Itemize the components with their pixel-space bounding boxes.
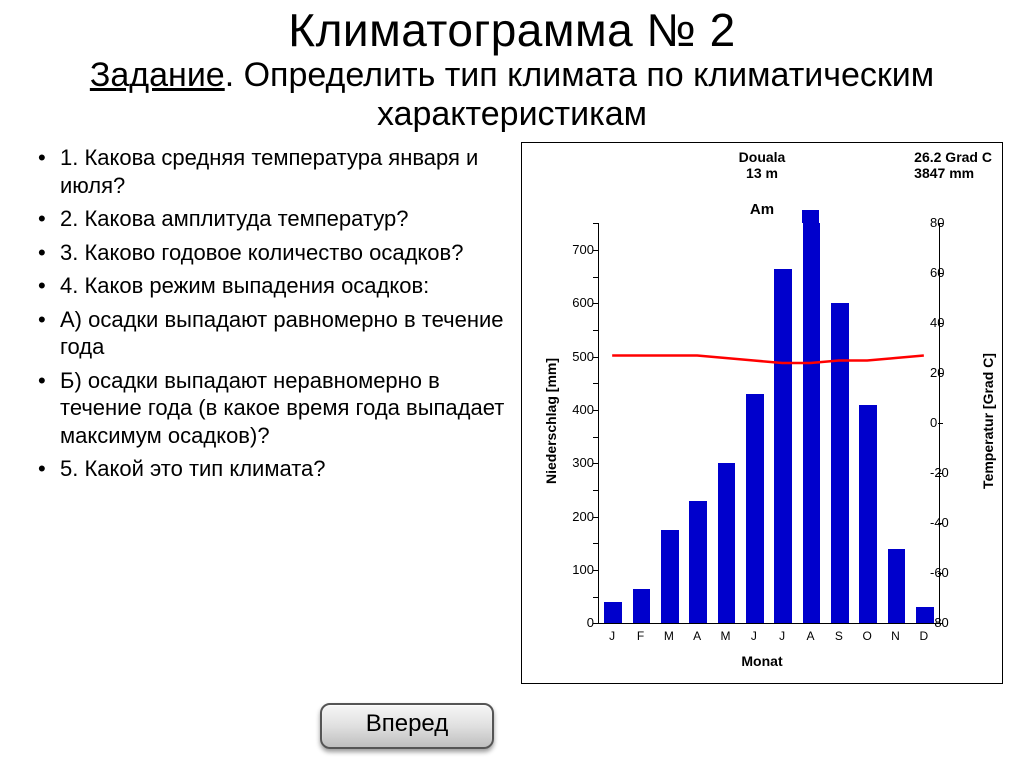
list-item: 3. Каково годовое количество осадков?	[30, 239, 505, 267]
precip-bar	[803, 223, 821, 623]
month-tick: F	[631, 629, 651, 643]
chart-avg-temp: 26.2 Grad C	[914, 149, 992, 165]
chart-annual-precip: 3847 mm	[914, 165, 974, 181]
month-tick: M	[659, 629, 679, 643]
x-axis-label: Monat	[522, 653, 1002, 669]
month-tick: J	[744, 629, 764, 643]
precip-bar	[859, 405, 877, 624]
temp-tick: 0	[930, 415, 960, 430]
precip-tick: 300	[564, 455, 594, 470]
temp-tick: 60	[930, 265, 960, 280]
precip-axis-label: Niederschlag [mm]	[543, 358, 559, 484]
question-list: 1. Какова средняя температура января и и…	[0, 138, 509, 684]
precip-bar	[689, 501, 707, 624]
chart-location: Douala	[739, 149, 786, 165]
chart-header: Douala 13 m 26.2 Grad C 3847 mm	[522, 149, 1002, 181]
precip-tick: 100	[564, 562, 594, 577]
subtitle-rest: . Определить тип климата по климатически…	[225, 56, 934, 133]
precip-bar	[774, 269, 792, 624]
month-tick: M	[716, 629, 736, 643]
temp-tick: -60	[930, 565, 960, 580]
precip-bar	[831, 303, 849, 623]
precip-tick: 0	[564, 615, 594, 630]
precip-bar	[888, 549, 906, 624]
plot-area	[598, 223, 940, 624]
forward-button[interactable]: Вперед	[320, 703, 494, 749]
month-tick: J	[602, 629, 622, 643]
list-item: 5. Какой это тип климата?	[30, 455, 505, 483]
list-item: 4. Каков режим выпадения осадков:	[30, 272, 505, 300]
list-item: 1. Какова средняя температура января и и…	[30, 144, 505, 199]
list-item: 2. Какова амплитуда температур?	[30, 205, 505, 233]
precip-tick: 400	[564, 402, 594, 417]
task-word: Задание	[90, 56, 225, 94]
precip-bar	[718, 463, 736, 623]
temp-tick: -40	[930, 515, 960, 530]
precip-bar	[746, 394, 764, 623]
precip-tick: 700	[564, 242, 594, 257]
month-tick: J	[772, 629, 792, 643]
temp-tick: 40	[930, 315, 960, 330]
precip-bar-overflow	[802, 210, 820, 223]
temp-tick: -80	[930, 615, 960, 630]
list-item: Б) осадки выпадают неравномерно в течени…	[30, 367, 505, 450]
temp-tick: -20	[930, 465, 960, 480]
chart-elevation: 13 m	[746, 165, 778, 181]
temp-tick: 20	[930, 365, 960, 380]
month-tick: N	[886, 629, 906, 643]
temp-axis-label: Temperatur [Grad C]	[980, 354, 996, 490]
list-item: А) осадки выпадают равномерно в течение …	[30, 306, 505, 361]
precip-bar	[661, 530, 679, 623]
temp-tick: 80	[930, 215, 960, 230]
page-title: Климатограмма № 2	[0, 6, 1024, 54]
precip-tick: 500	[564, 349, 594, 364]
page-subtitle: Задание. Определить тип климата по клима…	[0, 56, 1024, 134]
precip-bar	[633, 589, 651, 624]
month-tick: A	[801, 629, 821, 643]
month-tick: S	[829, 629, 849, 643]
precip-tick: 200	[564, 509, 594, 524]
month-tick: A	[687, 629, 707, 643]
month-tick: O	[857, 629, 877, 643]
precip-bar	[604, 602, 622, 623]
climatogram-chart: Douala 13 m 26.2 Grad C 3847 mm Am Niede…	[521, 142, 1003, 684]
precip-tick: 600	[564, 295, 594, 310]
month-tick: D	[914, 629, 934, 643]
